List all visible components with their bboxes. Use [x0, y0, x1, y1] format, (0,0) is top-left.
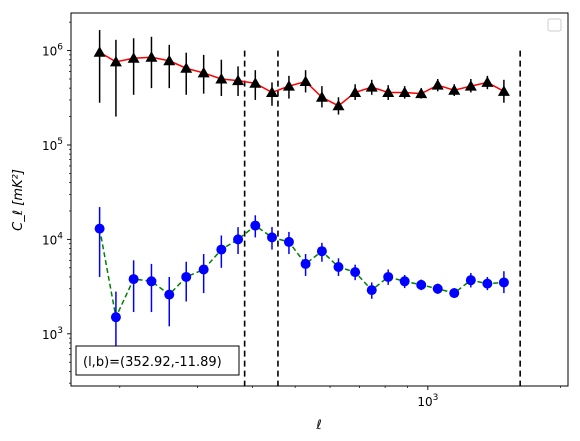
y-tick-label: 106: [42, 43, 63, 59]
circle-marker: [350, 267, 361, 278]
triangle-marker: [232, 74, 245, 86]
triangle-marker: [365, 81, 378, 92]
circle-marker: [128, 274, 139, 285]
circle-marker: [110, 312, 121, 323]
triangle-marker: [145, 51, 158, 62]
triangle-marker: [249, 77, 262, 88]
circle-marker: [449, 288, 460, 299]
circle-marker: [416, 279, 427, 290]
triangle-marker: [299, 75, 312, 87]
vlines-layer: [243, 50, 521, 386]
triangle-marker: [163, 54, 176, 66]
circle-marker: [164, 289, 175, 300]
circle-marker: [250, 220, 261, 231]
y-tick-label: 103: [42, 326, 63, 342]
circle-marker: [316, 246, 327, 257]
circle-marker: [383, 271, 394, 282]
plot-frame: [70, 12, 569, 387]
circle-marker: [482, 278, 493, 289]
circle-marker: [300, 258, 311, 269]
triangle-marker: [398, 86, 411, 97]
circle-marker: [283, 236, 294, 247]
circle-marker: [465, 275, 476, 286]
triangle-marker: [448, 84, 461, 95]
circle-marker: [146, 276, 157, 287]
circle-marker: [498, 277, 509, 288]
triangle-marker: [215, 72, 228, 84]
triangle-marker: [382, 86, 395, 97]
circle-marker: [216, 244, 227, 255]
circle-marker: [266, 232, 277, 243]
ticks-layer: 103 104 105 106 103: [42, 21, 561, 409]
plot-area: [71, 13, 568, 386]
triangle-marker: [431, 79, 444, 90]
circle-marker: [399, 276, 410, 287]
circle-marker: [366, 285, 377, 296]
annotation-box: (l,b)=(352.92,-11.89): [75, 345, 240, 376]
triangle-marker: [282, 80, 295, 91]
x-axis-label: ℓ: [315, 418, 321, 433]
triangle-marker: [180, 62, 193, 73]
legend-box: [547, 18, 562, 32]
marker-layer: [93, 46, 510, 323]
triangle-marker: [315, 91, 328, 102]
triangle-marker: [265, 86, 278, 97]
annotation-text: (l,b)=(352.92,-11.89): [83, 355, 222, 370]
triangle-marker: [93, 46, 106, 57]
y-tick-label: 104: [42, 231, 63, 247]
y-axis-label: C_ℓ [mK²]: [11, 169, 26, 231]
x-tick-label: 103: [417, 393, 438, 409]
triangle-marker: [109, 55, 122, 67]
triangle-marker: [127, 52, 140, 63]
triangle-marker: [464, 80, 477, 91]
circle-marker: [94, 223, 105, 234]
triangle-marker: [332, 99, 345, 111]
triangle-marker: [349, 86, 362, 97]
triangle-marker: [497, 85, 510, 96]
triangle-marker: [415, 87, 428, 99]
circle-marker: [198, 264, 209, 275]
circle-marker: [333, 262, 344, 273]
circle-marker: [432, 283, 443, 294]
circle-marker: [181, 271, 192, 282]
circle-marker: [233, 234, 244, 245]
triangle-marker: [197, 66, 210, 78]
triangle-marker: [481, 76, 494, 87]
y-tick-label: 105: [42, 137, 63, 153]
